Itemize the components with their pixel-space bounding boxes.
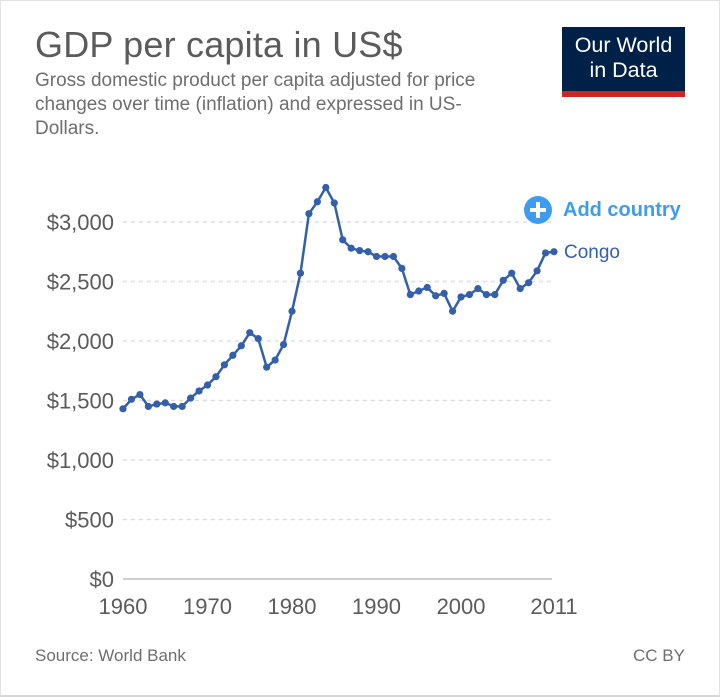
data-point bbox=[271, 356, 279, 364]
data-point bbox=[313, 198, 321, 206]
data-point bbox=[220, 361, 229, 369]
y-tick-label: $0 bbox=[90, 567, 114, 592]
data-point bbox=[178, 402, 186, 411]
x-tick-label: 1990 bbox=[352, 594, 401, 619]
data-point bbox=[347, 244, 355, 252]
data-point bbox=[406, 290, 414, 299]
data-point bbox=[541, 249, 550, 257]
data-point bbox=[263, 363, 271, 371]
data-point bbox=[187, 394, 195, 402]
data-point bbox=[364, 248, 372, 256]
data-point bbox=[440, 289, 448, 297]
data-point bbox=[153, 400, 161, 408]
y-tick-label: $2,500 bbox=[47, 270, 114, 295]
data-point bbox=[465, 290, 474, 299]
y-tick-label: $3,000 bbox=[47, 210, 114, 235]
source-note[interactable]: Source: World Bank bbox=[35, 646, 186, 665]
data-point bbox=[550, 248, 558, 256]
data-point bbox=[415, 287, 423, 295]
data-point bbox=[161, 399, 169, 407]
data-point bbox=[246, 329, 254, 337]
data-point bbox=[491, 290, 499, 299]
plus-circle-icon bbox=[524, 196, 552, 224]
y-tick-label: $500 bbox=[65, 508, 114, 533]
chart-title: GDP per capita in US$ bbox=[35, 24, 403, 65]
data-point bbox=[457, 293, 465, 301]
data-point bbox=[423, 283, 431, 292]
data-point bbox=[195, 387, 203, 395]
data-point bbox=[474, 285, 482, 293]
data-point bbox=[516, 285, 524, 293]
data-point bbox=[322, 183, 330, 192]
data-point bbox=[119, 405, 127, 413]
chart-subtitle: Gross domestic product per capita adjust… bbox=[35, 70, 476, 139]
data-point bbox=[279, 340, 288, 349]
series-label: Congo bbox=[564, 242, 620, 263]
license-link[interactable]: CC BY bbox=[633, 646, 685, 665]
x-tick-label: 2000 bbox=[437, 594, 486, 619]
data-point bbox=[203, 381, 212, 389]
data-point bbox=[288, 307, 296, 315]
x-tick-label: 2011 bbox=[530, 594, 577, 619]
data-point bbox=[389, 252, 398, 261]
add-country-label: Add country bbox=[563, 198, 681, 221]
y-tick-label: $1,000 bbox=[47, 448, 114, 473]
data-point bbox=[237, 342, 245, 350]
x-tick-label: 1980 bbox=[268, 594, 317, 619]
data-point bbox=[356, 246, 364, 255]
data-point bbox=[254, 335, 262, 343]
x-tick-label: 1960 bbox=[99, 594, 148, 619]
data-point bbox=[432, 292, 440, 300]
data-point bbox=[508, 269, 516, 277]
data-point bbox=[212, 373, 220, 381]
data-point bbox=[499, 276, 507, 284]
data-point bbox=[381, 252, 389, 261]
data-point bbox=[482, 290, 490, 299]
data-point bbox=[136, 390, 144, 399]
logo-line-1: Our World bbox=[574, 33, 673, 57]
data-point bbox=[305, 210, 313, 218]
data-point bbox=[372, 252, 381, 261]
add-country-button[interactable]: Add country bbox=[524, 196, 681, 224]
data-point bbox=[170, 402, 178, 411]
data-point bbox=[144, 402, 152, 411]
data-point bbox=[229, 351, 237, 359]
logo-accent-bar bbox=[562, 91, 685, 97]
data-point bbox=[127, 395, 136, 403]
y-tick-label: $2,000 bbox=[47, 329, 114, 354]
series-line bbox=[122, 186, 555, 410]
data-point bbox=[398, 264, 406, 273]
logo-line-2: in Data bbox=[589, 58, 658, 82]
data-point bbox=[448, 307, 457, 315]
y-tick-label: $1,500 bbox=[47, 389, 114, 414]
data-point bbox=[339, 236, 347, 244]
data-point bbox=[296, 269, 305, 277]
x-tick-label: 1970 bbox=[183, 594, 232, 619]
data-point bbox=[330, 199, 338, 207]
owid-logo[interactable]: Our World in Data bbox=[562, 27, 685, 97]
data-point bbox=[533, 267, 541, 275]
data-point bbox=[525, 279, 533, 287]
